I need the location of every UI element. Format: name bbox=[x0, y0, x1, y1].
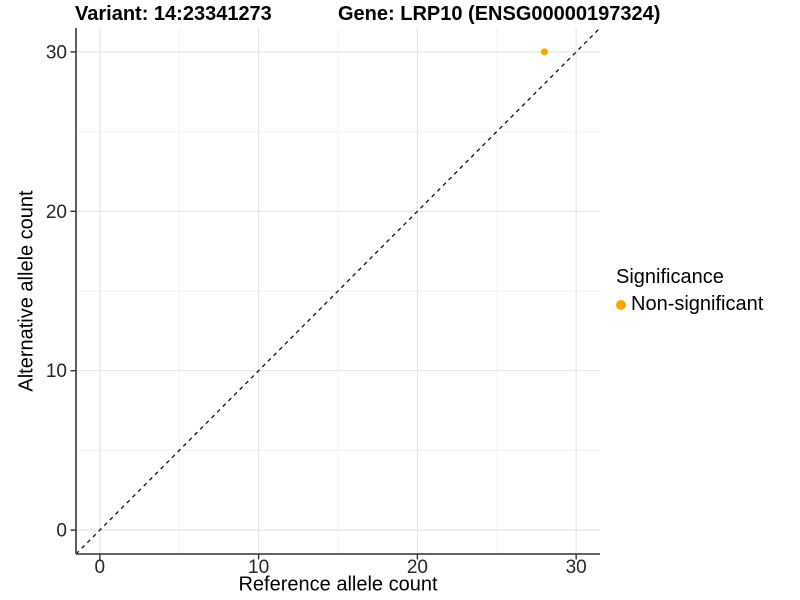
legend-item: Non-significant bbox=[616, 293, 763, 316]
plot-title-variant: Variant: 14:23341273 bbox=[75, 3, 272, 25]
plot-title-gene: Gene: LRP10 (ENSG00000197324) bbox=[338, 3, 661, 25]
x-tick-label: 20 bbox=[407, 557, 428, 578]
circle-icon bbox=[616, 299, 626, 310]
data-point bbox=[540, 48, 548, 56]
x-axis-title: Reference allele count bbox=[238, 573, 438, 596]
y-tick-label: 0 bbox=[56, 521, 67, 542]
y-tick-label: 10 bbox=[46, 361, 67, 382]
x-tick-label: 0 bbox=[95, 557, 106, 578]
x-tick-label: 30 bbox=[566, 557, 587, 578]
legend-title: Significance bbox=[616, 266, 724, 288]
y-axis-title: Alternative allele count bbox=[15, 190, 38, 392]
y-tick-label: 30 bbox=[46, 42, 67, 63]
identity-dashed-line bbox=[75, 27, 601, 555]
x-tick-label: 10 bbox=[248, 557, 269, 578]
legend-item-label: Non-significant bbox=[631, 293, 764, 315]
y-tick-label: 20 bbox=[46, 202, 67, 223]
legend: Significance Non-significant bbox=[616, 266, 763, 316]
